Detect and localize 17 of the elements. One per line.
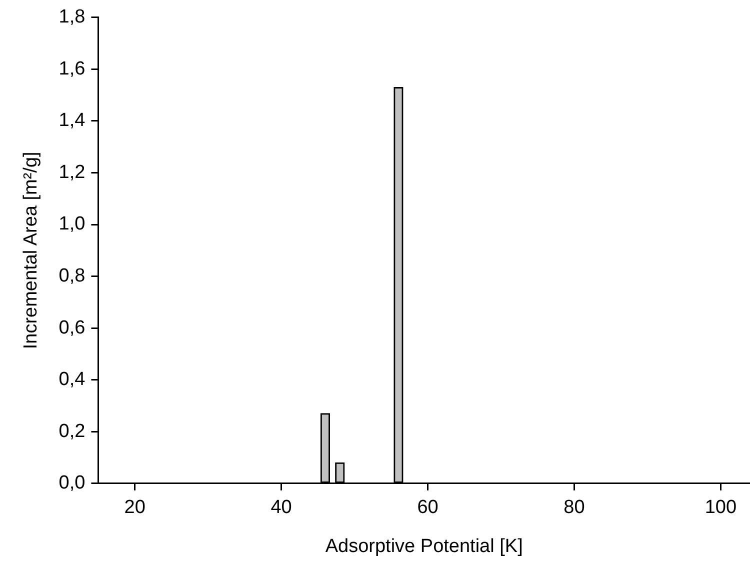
x-axis-title: Adsorptive Potential [K] [325,536,523,557]
x-tick-label: 60 [417,497,438,518]
x-tick-label: 40 [270,497,292,518]
x-tick-label: 20 [124,497,146,518]
y-tick-label: 0,8 [58,266,86,287]
y-tick-label: 1,0 [58,214,86,235]
y-tick-label: 1,2 [58,162,86,183]
y-tick-label: 0,2 [58,420,86,442]
x-tick-label: 100 [704,497,737,518]
y-tick-label: 1,8 [58,6,86,28]
y-axis-title: Incremental Area [m²/g] [20,152,42,350]
y-tick-label: 1,4 [58,110,86,132]
x-tick-label: 80 [564,497,585,518]
y-tick-label: 1,6 [58,58,86,80]
y-tick-label: 0,4 [58,369,86,390]
y-tick-label: 0,0 [58,472,86,494]
y-tick-label: 0,6 [58,317,86,338]
